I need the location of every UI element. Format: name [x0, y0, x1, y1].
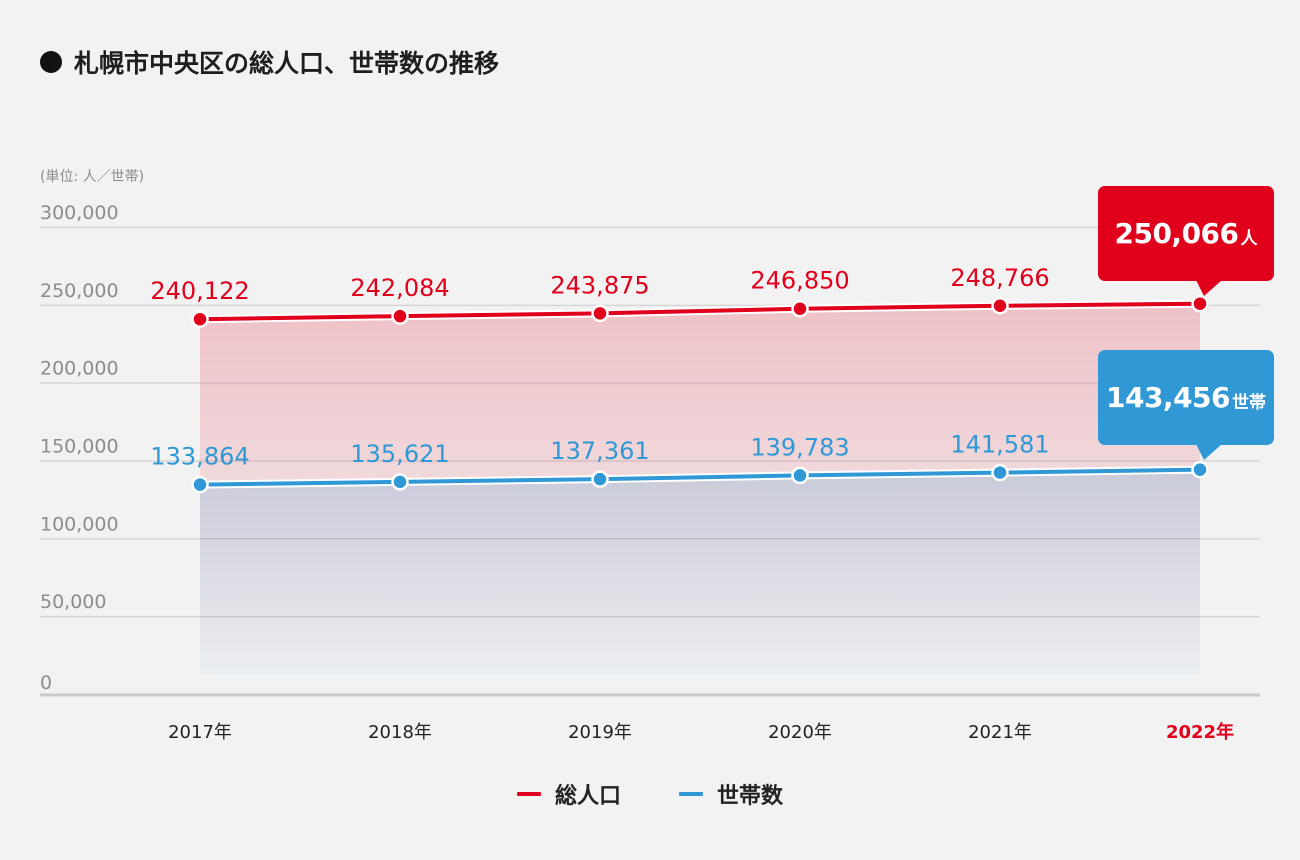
- households-point: [191, 475, 209, 494]
- population-point: [791, 299, 809, 318]
- y-tick-label: 250,000: [40, 280, 119, 302]
- population-point: [991, 297, 1009, 315]
- households-data-label: 139,783: [750, 433, 849, 461]
- population-point: [391, 307, 409, 325]
- population-data-label: 240,122: [150, 277, 249, 305]
- x-tick-label: 2020年: [768, 722, 832, 743]
- x-axis-ticks: 2017年 2018年 2019年 2020年 2021年 2022年: [168, 721, 1234, 743]
- chart-title-row: 札幌市中央区の総人口、世帯数の推移: [40, 44, 499, 80]
- x-tick-label: 2022年: [1166, 721, 1234, 743]
- households-data-label: 137,361: [550, 437, 649, 465]
- households-point: [391, 473, 409, 491]
- households-point: [1191, 460, 1209, 479]
- x-tick-label: 2018年: [368, 722, 432, 743]
- y-tick-label: 100,000: [40, 513, 119, 535]
- households-point: [591, 470, 609, 488]
- population-swatch: [516, 792, 541, 796]
- legend-item-population: 総人口: [516, 778, 621, 810]
- x-tick-label: 2017年: [168, 722, 232, 743]
- data-labels: 240,122 242,084 243,875 246,850 248,766 133,8…: [150, 264, 1049, 471]
- households-callout-value: 143,456: [1105, 381, 1231, 414]
- households-data-label: 133,864: [150, 443, 249, 471]
- y-tick-label: 300,000: [40, 202, 119, 224]
- population-callout: 250,066 人: [1098, 186, 1274, 296]
- households-data-label: 141,581: [950, 431, 1049, 459]
- legend: 総人口 世帯数: [0, 778, 1300, 810]
- unit-label: (単位: 人／世帯): [40, 169, 145, 185]
- y-axis-ticks: 0 50,000 100,000 150,000 200,000 250,000 300,0…: [40, 202, 119, 694]
- population-point: [1191, 294, 1209, 313]
- households-line: [199, 467, 1201, 487]
- data-points: [191, 294, 1209, 494]
- population-data-label: 248,766: [950, 264, 1049, 292]
- households-point: [791, 466, 809, 485]
- households-swatch: [679, 792, 703, 796]
- households-point: [991, 463, 1009, 482]
- population-callout-value: 250,066: [1114, 217, 1239, 250]
- legend-label-population: 総人口: [554, 784, 621, 809]
- y-tick-label: 50,000: [40, 591, 106, 613]
- households-callout-suffix: 世帯: [1232, 393, 1267, 413]
- population-data-label: 243,875: [550, 271, 649, 299]
- population-point: [591, 304, 609, 323]
- population-data-label: 242,084: [350, 274, 449, 302]
- x-tick-label: 2019年: [568, 722, 632, 743]
- y-tick-label: 150,000: [40, 436, 119, 458]
- legend-label-households: 世帯数: [717, 784, 784, 809]
- bullet-icon: [40, 51, 62, 73]
- households-area: [200, 469, 1200, 675]
- series-lines: [199, 299, 1201, 489]
- households-data-label: 135,621: [350, 440, 449, 468]
- households-callout: 143,456 世帯: [1098, 350, 1274, 460]
- x-tick-label: 2021年: [968, 722, 1032, 743]
- y-tick-label: 0: [40, 672, 52, 694]
- population-point: [191, 310, 209, 328]
- area-fills: [200, 303, 1200, 675]
- population-data-label: 246,850: [750, 267, 849, 295]
- legend-item-households: 世帯数: [679, 778, 783, 810]
- population-line: [199, 301, 1201, 322]
- chart-title: 札幌市中央区の総人口、世帯数の推移: [74, 49, 500, 78]
- population-callout-suffix: 人: [1240, 229, 1258, 249]
- y-tick-label: 200,000: [40, 358, 119, 380]
